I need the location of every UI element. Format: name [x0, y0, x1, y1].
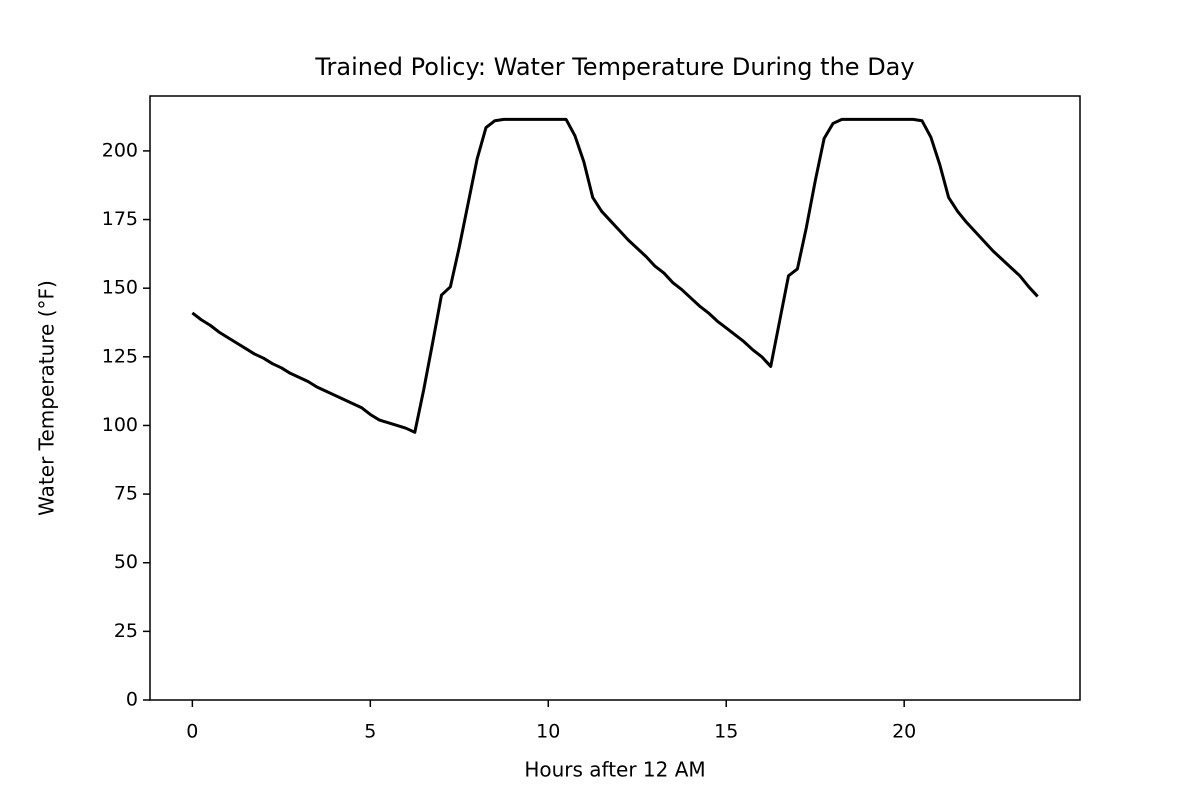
x-tick-label: 20: [892, 721, 916, 743]
y-tick-label: 125: [102, 345, 138, 367]
y-tick-label: 50: [114, 551, 138, 573]
data-line: [191, 117, 1039, 434]
x-tick-label: 0: [186, 721, 198, 743]
y-tick-label: 100: [102, 414, 138, 436]
x-tick-label: 15: [714, 721, 738, 743]
y-tick-label: 0: [126, 689, 138, 711]
y-tick-label: 75: [114, 483, 138, 505]
y-axis-label: Water Temperature (°F): [35, 280, 59, 516]
y-tick-label: 200: [102, 139, 138, 161]
y-tick-label: 150: [102, 277, 138, 299]
x-tick-label: 5: [364, 721, 376, 743]
x-axis-label: Hours after 12 AM: [524, 758, 705, 782]
y-tick-label: 175: [102, 208, 138, 230]
y-tick-label: 25: [114, 620, 138, 642]
plot-frame: [149, 95, 1081, 701]
chart-title: Trained Policy: Water Temperature During…: [314, 53, 914, 81]
x-tick-label: 10: [536, 721, 560, 743]
